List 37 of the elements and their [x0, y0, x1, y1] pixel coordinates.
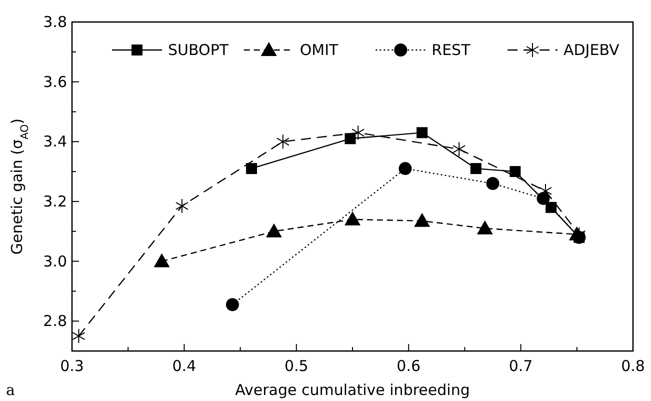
y-tick-label: 2.8	[43, 312, 67, 330]
point	[154, 253, 170, 268]
x-tick-label: 0.4	[172, 357, 196, 375]
y-tick-label: 3.0	[43, 252, 67, 270]
point	[476, 220, 493, 234]
point	[344, 133, 356, 144]
point	[246, 163, 258, 174]
point	[276, 134, 290, 150]
point	[416, 127, 428, 138]
y-tick-label: 3.6	[43, 72, 67, 91]
point	[175, 198, 188, 214]
point	[510, 166, 521, 178]
legend-label: ADJEBV	[564, 41, 620, 59]
point	[452, 142, 466, 157]
point	[226, 298, 239, 312]
point	[398, 162, 412, 176]
x-axis-title: Average cumulative inbreeding	[235, 381, 470, 399]
point	[344, 211, 360, 226]
point	[546, 202, 557, 213]
point	[266, 223, 282, 238]
x-tick-label: 0.3	[60, 357, 84, 375]
y-tick-label: 3.8	[43, 13, 67, 31]
point	[352, 125, 365, 140]
legend-label: OMIT	[300, 41, 340, 59]
text: a	[6, 381, 15, 399]
point	[414, 212, 430, 227]
y-tick-label: 3.4	[43, 132, 67, 151]
x-tick-label: 0.7	[508, 357, 533, 375]
x-tick-label: 0.5	[284, 357, 308, 375]
point	[72, 328, 86, 344]
legend-label: REST	[432, 41, 472, 59]
legend-label: SUBOPT	[168, 41, 230, 59]
y-tick-label: 3.2	[43, 192, 67, 210]
x-tick-label: 0.6	[396, 357, 421, 375]
point	[486, 177, 500, 190]
point	[470, 163, 482, 174]
x-tick-label: 0.8	[621, 357, 645, 375]
